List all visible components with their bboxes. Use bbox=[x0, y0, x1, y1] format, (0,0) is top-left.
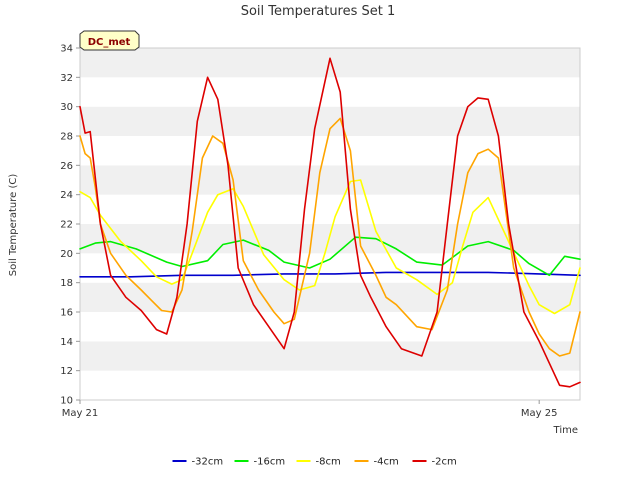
x-axis: May 21 May 25 bbox=[62, 400, 558, 419]
grid-band bbox=[80, 48, 580, 78]
x-tick-label: May 21 bbox=[62, 408, 99, 419]
legend-label: -2cm bbox=[432, 457, 457, 468]
plot-background-bands bbox=[80, 48, 580, 400]
y-axis-title: Soil Temperature (C) bbox=[8, 174, 19, 277]
y-tick-label: 22 bbox=[60, 220, 73, 231]
y-tick-label: 16 bbox=[60, 308, 73, 319]
y-axis: 10 12 14 16 18 20 22 24 26 28 30 32 34 bbox=[60, 44, 80, 407]
y-tick-label: 10 bbox=[60, 396, 73, 407]
series-line-32cmcm bbox=[79, 271, 581, 278]
grid-band bbox=[80, 136, 580, 166]
legend-label: -8cm bbox=[316, 457, 341, 468]
y-tick-label: 26 bbox=[60, 161, 73, 172]
y-tick-label: 30 bbox=[60, 102, 73, 113]
y-tick-label: 18 bbox=[60, 278, 73, 289]
grid-band bbox=[80, 194, 580, 224]
y-tick-label: 34 bbox=[60, 44, 73, 55]
grid-band bbox=[80, 224, 580, 254]
legend-label: -16cm bbox=[254, 457, 286, 468]
site-badge-shape bbox=[79, 30, 140, 51]
legend-label: -4cm bbox=[374, 457, 399, 468]
chart-title: Soil Temperatures Set 1 bbox=[241, 4, 396, 19]
y-tick-label: 32 bbox=[60, 73, 73, 84]
legend-item: -8cm bbox=[296, 457, 341, 468]
grid-band bbox=[80, 282, 580, 312]
grid-band bbox=[80, 312, 580, 342]
legend-item: -4cm bbox=[354, 457, 399, 468]
legend-item: -2cm bbox=[412, 457, 457, 468]
grid-band bbox=[80, 165, 580, 195]
x-tick-label: May 25 bbox=[521, 408, 558, 419]
legend-item: -16cm bbox=[234, 457, 286, 468]
legend: -32cm -16cm -8cm -4cm -2cm bbox=[172, 457, 457, 468]
grid-band bbox=[80, 370, 580, 400]
y-tick-label: 20 bbox=[60, 249, 73, 260]
legend-label: -32cm bbox=[192, 457, 224, 468]
y-tick-label: 28 bbox=[60, 132, 73, 143]
series-line-8cmcm bbox=[79, 179, 581, 315]
grid-band bbox=[80, 77, 580, 107]
site-badge-label: DC_met bbox=[88, 37, 131, 48]
x-axis-title: Time bbox=[553, 425, 578, 436]
legend-item: -32cm bbox=[172, 457, 224, 468]
y-tick-label: 14 bbox=[60, 337, 73, 348]
grid-band bbox=[80, 341, 580, 371]
series-line-2cmcm bbox=[79, 57, 581, 388]
series-layer bbox=[79, 57, 581, 388]
y-tick-label: 24 bbox=[60, 190, 73, 201]
series-line-4cmcm bbox=[79, 117, 581, 357]
y-tick-label: 12 bbox=[60, 366, 73, 377]
site-badge: DC_met bbox=[79, 30, 140, 51]
